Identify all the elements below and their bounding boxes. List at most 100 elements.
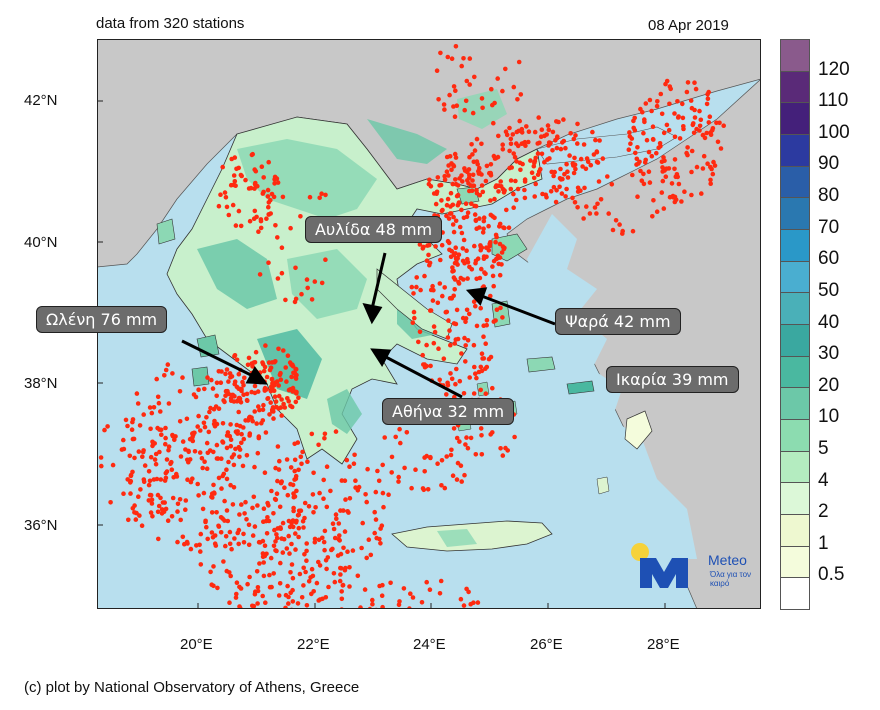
rain-dot [260, 407, 266, 413]
colorbar-label: 30 [818, 343, 840, 365]
lat-label-36: 36°N [24, 517, 58, 534]
rain-dot [224, 467, 229, 473]
rain-dot [692, 80, 697, 85]
rain-dot [692, 107, 697, 113]
rain-dot [163, 435, 168, 441]
rain-dot [503, 129, 509, 134]
rain-dot [494, 307, 500, 313]
rain-dot [378, 541, 383, 546]
rain-dot [261, 368, 267, 374]
marmara-sea [536, 126, 678, 165]
rain-dot [293, 399, 299, 405]
rain-dot [533, 181, 538, 187]
rain-dot [293, 265, 298, 271]
rain-dot [398, 440, 403, 446]
rain-dot [290, 482, 296, 488]
rain-dot [298, 214, 303, 219]
rain-dot [319, 280, 325, 286]
rain-dot [537, 140, 542, 146]
rain-dot [469, 267, 475, 272]
rain-dot [241, 540, 247, 545]
rain-dot [470, 178, 475, 183]
rain-dot [255, 183, 260, 189]
callout-ikaria: Ικαρία 39 mm [606, 366, 739, 393]
colorbar-swatch [781, 166, 809, 199]
rain-dot [704, 101, 710, 107]
rain-dot [241, 383, 246, 388]
meteo-logo-mark [631, 543, 688, 588]
rain-dot [245, 581, 250, 587]
rain-dot [220, 516, 225, 521]
rain-dot [442, 173, 448, 179]
rain-dot [347, 565, 352, 570]
rain-dot [459, 230, 465, 236]
rain-dot [304, 603, 310, 608]
rain-dot [223, 543, 228, 549]
rain-dot [196, 493, 201, 498]
rain-dot [470, 110, 476, 116]
rain-dot [260, 593, 265, 599]
rain-dot [186, 449, 191, 455]
rain-dot [479, 266, 484, 272]
rain-dot [472, 74, 477, 80]
rain-dot [426, 181, 432, 187]
rain-dot [255, 601, 260, 606]
rain-dot [317, 490, 322, 496]
rain-dot [438, 50, 443, 56]
rain-dot [389, 470, 395, 475]
rain-dot [451, 268, 456, 274]
rain-dot [347, 584, 352, 589]
rain-dot [274, 532, 279, 537]
rain-dot [715, 139, 721, 145]
rain-dot [170, 371, 175, 376]
rain-dot [157, 427, 162, 432]
rain-dot [294, 488, 299, 494]
rain-dot [260, 418, 266, 423]
rain-dot [241, 531, 246, 537]
rain-dot [147, 478, 153, 484]
rain-dot [309, 431, 315, 437]
rain-dot [178, 517, 183, 523]
lon-label-26: 26°E [530, 636, 563, 653]
colorbar-swatch [781, 261, 809, 294]
rain-dot [535, 172, 541, 177]
rain-dot [452, 151, 458, 157]
rain-dot [268, 400, 273, 405]
rain-dot [643, 101, 649, 106]
rain-dot [438, 578, 444, 584]
rain-dot [556, 119, 561, 125]
rain-dot [250, 418, 255, 424]
rain-dot [510, 132, 516, 137]
rain-dot [133, 517, 139, 522]
rain-dot [381, 504, 386, 510]
lon-label-28: 28°E [647, 636, 680, 653]
rain-dot [282, 405, 288, 410]
rain-dot [266, 503, 271, 508]
rain-dot [105, 424, 110, 429]
date-label: 08 Apr 2019 [648, 17, 729, 34]
rain-dot [323, 192, 328, 198]
rain-dot [432, 329, 438, 335]
rain-dot [252, 409, 257, 414]
rain-dot [192, 449, 198, 454]
rain-dot [146, 498, 152, 503]
rain-dot [393, 434, 399, 440]
credit-footer: (c) plot by National Observatory of Athe… [24, 679, 360, 696]
rain-dot [498, 305, 503, 311]
rain-dot [238, 223, 244, 229]
rain-dot [209, 510, 215, 515]
rain-dot [575, 141, 580, 146]
rain-dot [350, 548, 356, 553]
rain-dot [676, 181, 682, 187]
rain-dot [214, 456, 220, 461]
rain-dot [227, 570, 232, 575]
rain-dot [483, 391, 489, 397]
rain-dot [250, 364, 255, 369]
rain-dot [195, 481, 200, 487]
rain-dot [689, 148, 695, 154]
rain-dot [213, 543, 219, 548]
rain-dot [515, 186, 521, 192]
rain-dot [457, 439, 462, 444]
rain-dot [511, 191, 516, 197]
rain-dot [131, 436, 137, 442]
